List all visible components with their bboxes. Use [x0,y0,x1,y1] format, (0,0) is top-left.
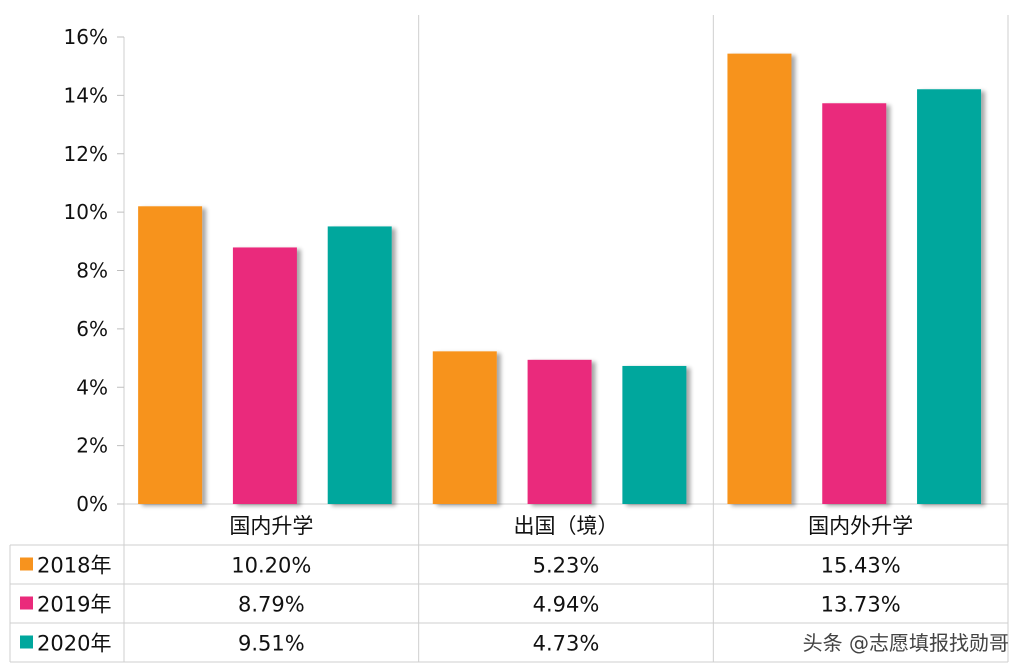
bar-2019年-出国（境） [527,359,592,504]
x-category-label: 国内外升学 [808,514,913,538]
legend-key-2020年 [20,635,33,649]
watermark: 头条 @志愿填报找勋哥 [802,631,1009,655]
bars [138,53,982,505]
legend-label: 2020年 [37,632,111,656]
bar-2019年-国内升学 [232,247,297,504]
data-label: 4.94% [533,593,600,617]
data-label: 5.23% [533,554,600,578]
data-table: 国内升学 出国（境） 国内外升学 2018年 10.20% 5.23% 15.43% 2019… [9,504,1009,663]
data-label: 13.73% [821,593,901,617]
bar-2018年-出国（境） [432,351,497,504]
data-label: 8.79% [238,593,305,617]
legend-key-2018年 [20,557,33,571]
y-tick-label: 0% [76,492,108,516]
data-label: 4.73% [533,632,600,656]
legend-label: 2018年 [37,554,111,578]
y-tick-label: 8% [76,259,108,283]
bar-2018年-国内外升学 [727,53,792,505]
data-label: 15.43% [821,554,901,578]
y-tick-label: 12% [64,142,108,166]
x-category-label: 出国（境） [514,514,619,538]
bar-2018年-国内升学 [138,206,203,504]
data-label: 9.51% [238,632,305,656]
y-tick-label: 2% [76,434,108,458]
bar-2020年-国内升学 [327,226,392,504]
y-tick-label: 4% [76,375,108,399]
legend-key-2019年 [20,596,33,610]
bar-2020年-出国（境） [622,365,687,504]
y-tick-label: 14% [64,83,108,107]
bar-2020年-国内外升学 [917,89,982,504]
bar-2019年-国内外升学 [822,103,887,505]
y-tick-label: 10% [64,200,108,224]
x-category-label: 国内升学 [229,514,313,538]
legend-label: 2019年 [37,593,111,617]
y-axis: 0% 2% 4% 6% 8% 10% 12% 14% 16% [64,25,124,516]
data-label: 10.20% [231,554,311,578]
y-tick-label: 16% [64,25,108,49]
y-tick-label: 6% [76,317,108,341]
